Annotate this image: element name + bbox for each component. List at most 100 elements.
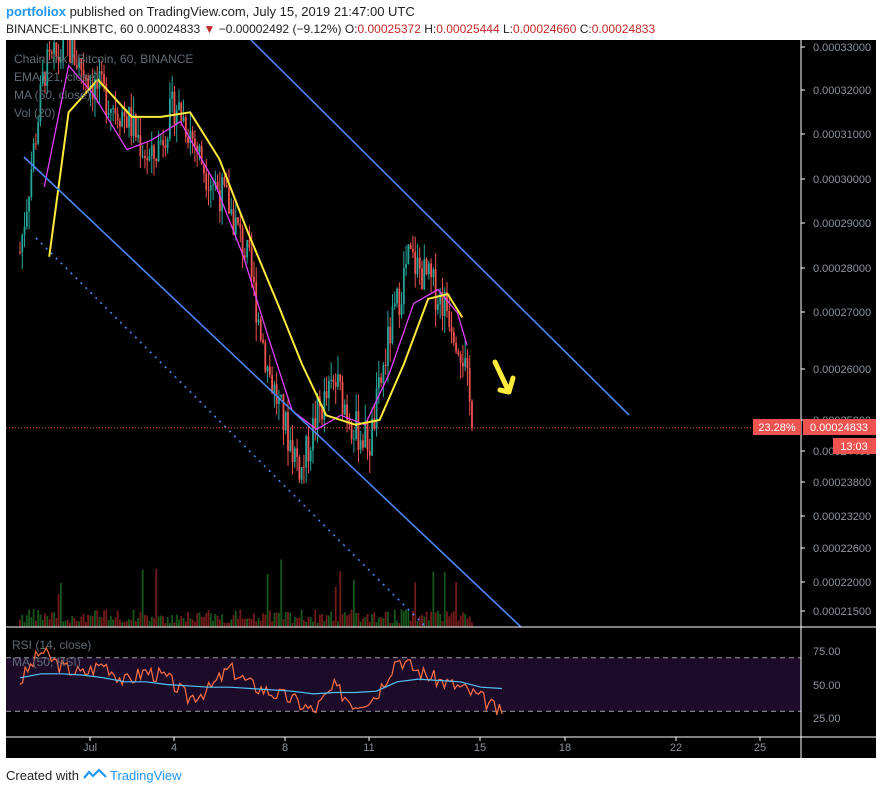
candle-body[interactable] [37, 122, 40, 144]
candle-body[interactable] [366, 422, 369, 451]
candle-body[interactable] [380, 377, 383, 384]
candle-body[interactable] [393, 303, 396, 307]
candle-body[interactable] [164, 145, 167, 149]
candle-body[interactable] [53, 42, 55, 54]
candle-body[interactable] [19, 252, 21, 254]
candle-body[interactable] [421, 268, 423, 290]
channel-dotted-line[interactable] [35, 237, 427, 628]
candle-body[interactable] [250, 247, 253, 278]
candle-body[interactable] [82, 69, 85, 77]
candle-body[interactable] [141, 155, 144, 157]
candle-body[interactable] [443, 292, 446, 317]
candle-body[interactable] [28, 196, 30, 212]
rsi-legend-ma[interactable]: MA (50, RSI) [12, 655, 81, 669]
candle-body[interactable] [464, 357, 467, 367]
candle-body[interactable] [439, 292, 442, 305]
candle-body[interactable] [303, 467, 305, 469]
candle-body[interactable] [46, 49, 49, 86]
candle-body[interactable] [423, 259, 426, 290]
candle-body[interactable] [230, 209, 233, 214]
candle-body[interactable] [405, 264, 408, 269]
candle-body[interactable] [234, 217, 237, 235]
candle-body[interactable] [180, 102, 183, 121]
candle-body[interactable] [209, 185, 212, 191]
candle-body[interactable] [107, 113, 110, 115]
candle-body[interactable] [278, 397, 280, 404]
candle-body[interactable] [271, 375, 274, 393]
legend-ema[interactable]: EMA (21, close) [14, 70, 99, 84]
candle-body[interactable] [362, 440, 364, 448]
candle-body[interactable] [71, 39, 74, 63]
candle-body[interactable] [78, 58, 80, 68]
candle-body[interactable] [187, 136, 189, 143]
down-arrow-icon[interactable] [492, 359, 516, 395]
candle-body[interactable] [471, 401, 473, 428]
candle-body[interactable] [198, 145, 201, 153]
rsi-ma-line[interactable] [19, 673, 503, 695]
candle-body[interactable] [414, 251, 417, 274]
candle-body[interactable] [253, 277, 255, 283]
candle-body[interactable] [130, 107, 133, 136]
candle-body[interactable] [103, 74, 105, 84]
candle-body[interactable] [412, 248, 414, 252]
candle-body[interactable] [25, 211, 28, 227]
candle-body[interactable] [57, 56, 60, 61]
candle-body[interactable] [316, 396, 319, 429]
candle-body[interactable] [157, 140, 160, 162]
candle-body[interactable] [166, 138, 169, 149]
candle-body[interactable] [287, 412, 289, 451]
candle-body[interactable] [309, 450, 312, 462]
candle-body[interactable] [30, 169, 33, 197]
candle-body[interactable] [332, 379, 335, 382]
candle-body[interactable] [450, 327, 453, 333]
candle-body[interactable] [39, 83, 42, 123]
footer-brand[interactable]: TradingView [110, 768, 182, 783]
candle-body[interactable] [350, 424, 353, 440]
candle-body[interactable] [21, 234, 24, 253]
candle-body[interactable] [289, 440, 292, 451]
candle-body[interactable] [144, 155, 146, 159]
candle-body[interactable] [119, 120, 121, 127]
candle-body[interactable] [178, 102, 180, 111]
candle-body[interactable] [123, 112, 126, 117]
candle-body[interactable] [212, 184, 214, 186]
candle-body[interactable] [425, 259, 428, 275]
candles[interactable] [19, 22, 473, 485]
candle-body[interactable] [387, 326, 389, 366]
candle-body[interactable] [284, 412, 287, 431]
candle-body[interactable] [48, 49, 51, 52]
candle-body[interactable] [196, 145, 199, 153]
candle-body[interactable] [468, 368, 471, 402]
candle-body[interactable] [262, 339, 264, 343]
candle-body[interactable] [121, 112, 124, 127]
candle-body[interactable] [162, 140, 164, 146]
candle-body[interactable] [389, 326, 392, 344]
candle-body[interactable] [23, 226, 26, 235]
candle-body[interactable] [44, 71, 46, 86]
candle-body[interactable] [105, 83, 108, 115]
candle-body[interactable] [291, 440, 294, 462]
candle-body[interactable] [459, 354, 462, 363]
candle-body[interactable] [241, 227, 244, 256]
candle-body[interactable] [409, 244, 412, 249]
candle-body[interactable] [352, 438, 355, 440]
price-pane[interactable] [6, 22, 801, 628]
candle-body[interactable] [441, 292, 444, 317]
candle-body[interactable] [169, 98, 171, 139]
candle-body[interactable] [96, 79, 99, 89]
candle-body[interactable] [32, 143, 35, 170]
chart-area[interactable]: 0.00033000 0.00032000 0.00031000 0.00030000… [6, 22, 876, 758]
candle-body[interactable] [307, 436, 310, 462]
candle-body[interactable] [243, 255, 246, 258]
candle-body[interactable] [114, 108, 117, 114]
candle-body[interactable] [184, 117, 187, 137]
candle-body[interactable] [457, 351, 460, 355]
candle-body[interactable] [59, 59, 62, 61]
candle-body[interactable] [300, 467, 303, 480]
candle-body[interactable] [461, 362, 464, 367]
candle-body[interactable] [275, 384, 278, 404]
candle-body[interactable] [137, 134, 140, 138]
candle-body[interactable] [62, 37, 65, 60]
candle-body[interactable] [298, 456, 301, 480]
candle-body[interactable] [216, 181, 219, 191]
